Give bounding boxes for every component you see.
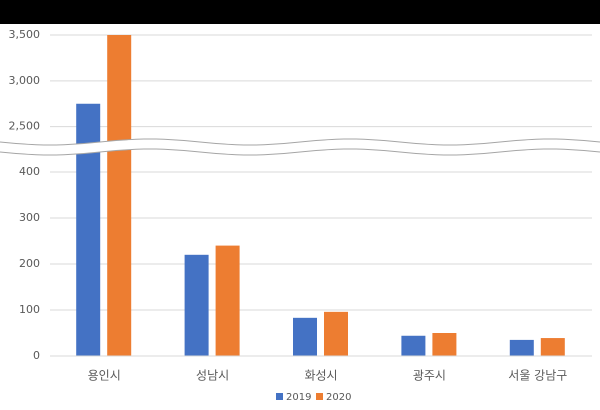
- bar: [401, 335, 426, 356]
- legend-label: 2019: [286, 392, 311, 403]
- x-tick-label: 성남시: [196, 369, 229, 383]
- x-tick-label: 광주시: [413, 369, 446, 383]
- bar: [293, 317, 317, 356]
- bar: [509, 339, 534, 356]
- y-tick-label: 3,000: [9, 74, 41, 87]
- legend-swatch: [316, 393, 323, 400]
- x-tick-label: 용인시: [88, 369, 121, 383]
- bar: [540, 338, 565, 356]
- y-tick-label: 300: [19, 211, 40, 224]
- legend-label: 2020: [326, 392, 351, 403]
- y-tick-label: 3,500: [9, 28, 41, 41]
- bar: [432, 333, 457, 356]
- x-tick-label: 서울 강남구: [508, 369, 567, 383]
- axis-break-line: [0, 138, 600, 146]
- y-tick-label: 100: [19, 303, 40, 316]
- legend-swatch: [276, 393, 283, 400]
- bar: [324, 311, 348, 356]
- top-bar: [0, 0, 600, 24]
- axis-break-fill: [0, 139, 600, 155]
- y-tick-label: 0: [33, 349, 40, 362]
- axis-break-line: [0, 148, 600, 156]
- y-tick-label: 400: [19, 165, 40, 178]
- y-tick-label: 200: [19, 257, 40, 270]
- x-tick-label: 화성시: [304, 369, 337, 383]
- bar: [107, 35, 132, 356]
- bar: [215, 245, 240, 356]
- bar: [184, 254, 209, 356]
- y-tick-label: 2,500: [9, 120, 41, 133]
- bar: [76, 103, 101, 356]
